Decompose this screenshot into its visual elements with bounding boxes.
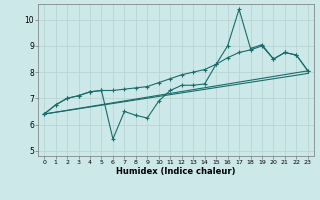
- X-axis label: Humidex (Indice chaleur): Humidex (Indice chaleur): [116, 167, 236, 176]
